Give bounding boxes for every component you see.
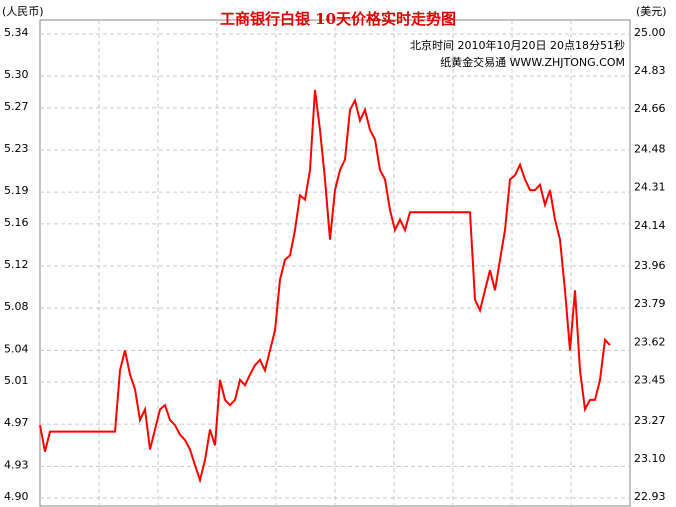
subtitle: 北京时间 2010年10月20日 20点18分51秒 bbox=[410, 38, 625, 52]
y-axis-label: (人民币) bbox=[2, 5, 44, 18]
y-tick-label: 5.01 bbox=[4, 374, 29, 387]
y2-tick-label: 24.31 bbox=[634, 181, 666, 194]
y2-tick-label: 22.93 bbox=[634, 490, 666, 503]
y2-tick-label: 23.45 bbox=[634, 373, 666, 386]
y2-tick-label: 24.48 bbox=[634, 143, 666, 156]
y-tick-label: 5.16 bbox=[4, 216, 29, 229]
y2-tick-label: 23.10 bbox=[634, 452, 666, 465]
y2-tick-label: 23.96 bbox=[634, 259, 666, 272]
y2-tick-label: 25.00 bbox=[634, 26, 666, 39]
y-tick-label: 5.34 bbox=[4, 26, 29, 39]
source: 纸黄金交易通 WWW.ZHJTONG.COM bbox=[440, 55, 625, 69]
price-line bbox=[39, 89, 611, 484]
y-tick-label: 4.93 bbox=[4, 458, 29, 471]
y-tick-label: 5.04 bbox=[4, 342, 29, 355]
chart-title: 工商银行白银 10天价格实时走势图 bbox=[220, 10, 456, 28]
y2-tick-label: 24.66 bbox=[634, 102, 666, 115]
y2-axis-label: (美元) bbox=[636, 5, 667, 18]
y2-tick-label: 24.14 bbox=[634, 219, 666, 232]
y-tick-label: 5.23 bbox=[4, 142, 29, 155]
y2-tick-label: 23.27 bbox=[634, 414, 666, 427]
y-tick-label: 5.12 bbox=[4, 258, 29, 271]
y-tick-label: 5.08 bbox=[4, 300, 29, 313]
y-tick-label: 5.27 bbox=[4, 100, 29, 113]
y2-tick-label: 23.62 bbox=[634, 335, 666, 348]
y-tick-label: 4.90 bbox=[4, 490, 29, 503]
y2-tick-label: 24.83 bbox=[634, 64, 666, 77]
y-tick-label: 5.30 bbox=[4, 68, 29, 81]
y2-tick-label: 23.79 bbox=[634, 297, 666, 310]
y-tick-label: 4.97 bbox=[4, 416, 29, 429]
y-tick-label: 5.19 bbox=[4, 184, 29, 197]
